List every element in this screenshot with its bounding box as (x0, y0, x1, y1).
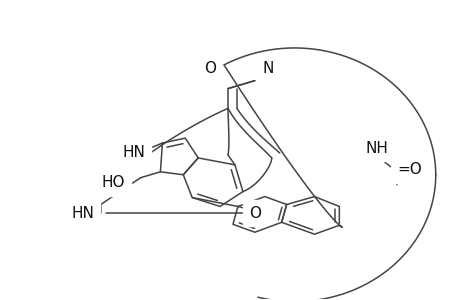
Text: HO: HO (102, 175, 125, 190)
Text: =O: =O (396, 162, 421, 177)
Text: N: N (262, 61, 273, 76)
Text: O: O (248, 206, 260, 221)
Text: O: O (204, 61, 216, 76)
Text: HN: HN (71, 206, 94, 221)
Text: NH: NH (365, 140, 388, 155)
Text: HN: HN (122, 146, 145, 160)
